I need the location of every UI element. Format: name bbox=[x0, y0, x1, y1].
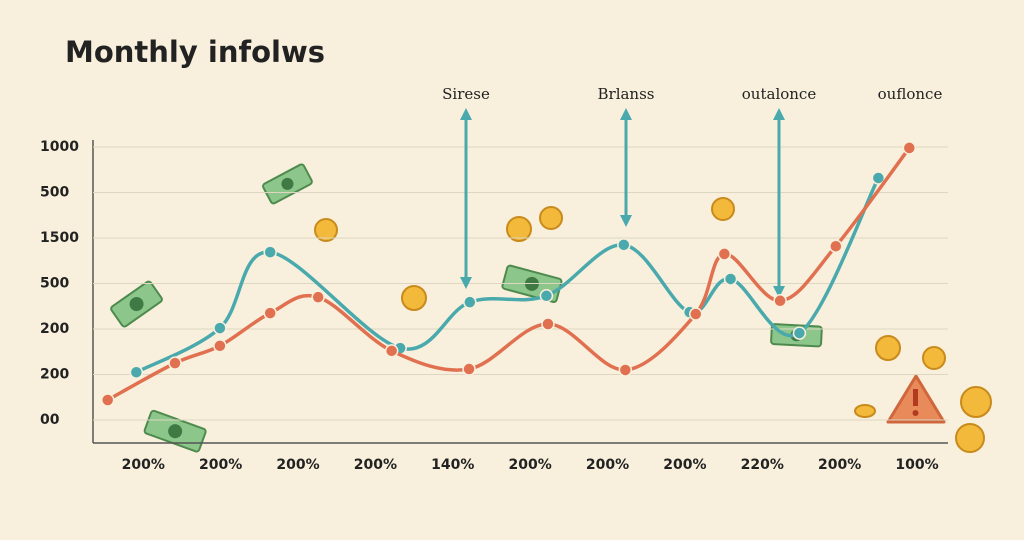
x-tick-label: 100% bbox=[895, 457, 938, 473]
point bbox=[463, 295, 477, 309]
annotation: Sirese bbox=[442, 85, 490, 103]
point bbox=[168, 356, 182, 370]
point bbox=[902, 141, 917, 155]
point bbox=[384, 344, 399, 358]
point bbox=[263, 245, 277, 259]
annotation: outalonce bbox=[742, 85, 817, 103]
point bbox=[129, 365, 144, 379]
annotation: ouflonce bbox=[878, 85, 943, 103]
point bbox=[213, 321, 227, 335]
point bbox=[213, 339, 227, 353]
point bbox=[792, 326, 807, 340]
point bbox=[871, 171, 886, 185]
coins bbox=[314, 197, 992, 453]
bill bbox=[262, 163, 313, 205]
y-tick-label: 500 bbox=[40, 185, 69, 201]
x-tick-label: 200% bbox=[509, 457, 552, 473]
y-tick-label: 1000 bbox=[40, 139, 79, 155]
chart-title: Monthly infolws bbox=[65, 35, 325, 69]
point bbox=[723, 272, 738, 286]
point bbox=[717, 247, 732, 261]
x-tick-label: 200% bbox=[199, 457, 242, 473]
point bbox=[829, 239, 843, 253]
y-tick-label: 500 bbox=[40, 276, 69, 292]
point bbox=[100, 393, 115, 407]
bill bbox=[110, 280, 163, 328]
x-tick-label: 200% bbox=[586, 457, 629, 473]
point bbox=[263, 306, 277, 320]
bill bbox=[143, 409, 207, 453]
x-tick-label: 140% bbox=[431, 457, 474, 473]
point bbox=[618, 363, 633, 377]
y-tick-label: 1500 bbox=[40, 230, 79, 246]
point bbox=[773, 294, 787, 308]
y-tick-label: 200 bbox=[40, 321, 69, 337]
annotation: Brlanss bbox=[598, 85, 655, 103]
x-tick-label: 200% bbox=[276, 457, 319, 473]
x-tick-label: 200% bbox=[663, 457, 706, 473]
point bbox=[539, 289, 554, 303]
decorations bbox=[110, 163, 992, 453]
point bbox=[311, 290, 325, 304]
y-tick-label: 00 bbox=[40, 412, 60, 428]
point bbox=[462, 362, 476, 376]
warning-icon bbox=[886, 374, 946, 424]
y-tick-label: 200 bbox=[40, 367, 69, 383]
point bbox=[689, 307, 703, 321]
x-tick-label: 200% bbox=[354, 457, 397, 473]
point bbox=[541, 317, 555, 331]
x-tick-label: 200% bbox=[122, 457, 165, 473]
x-tick-label: 200% bbox=[818, 457, 861, 473]
x-tick-label: 220% bbox=[741, 457, 784, 473]
point bbox=[617, 238, 631, 252]
